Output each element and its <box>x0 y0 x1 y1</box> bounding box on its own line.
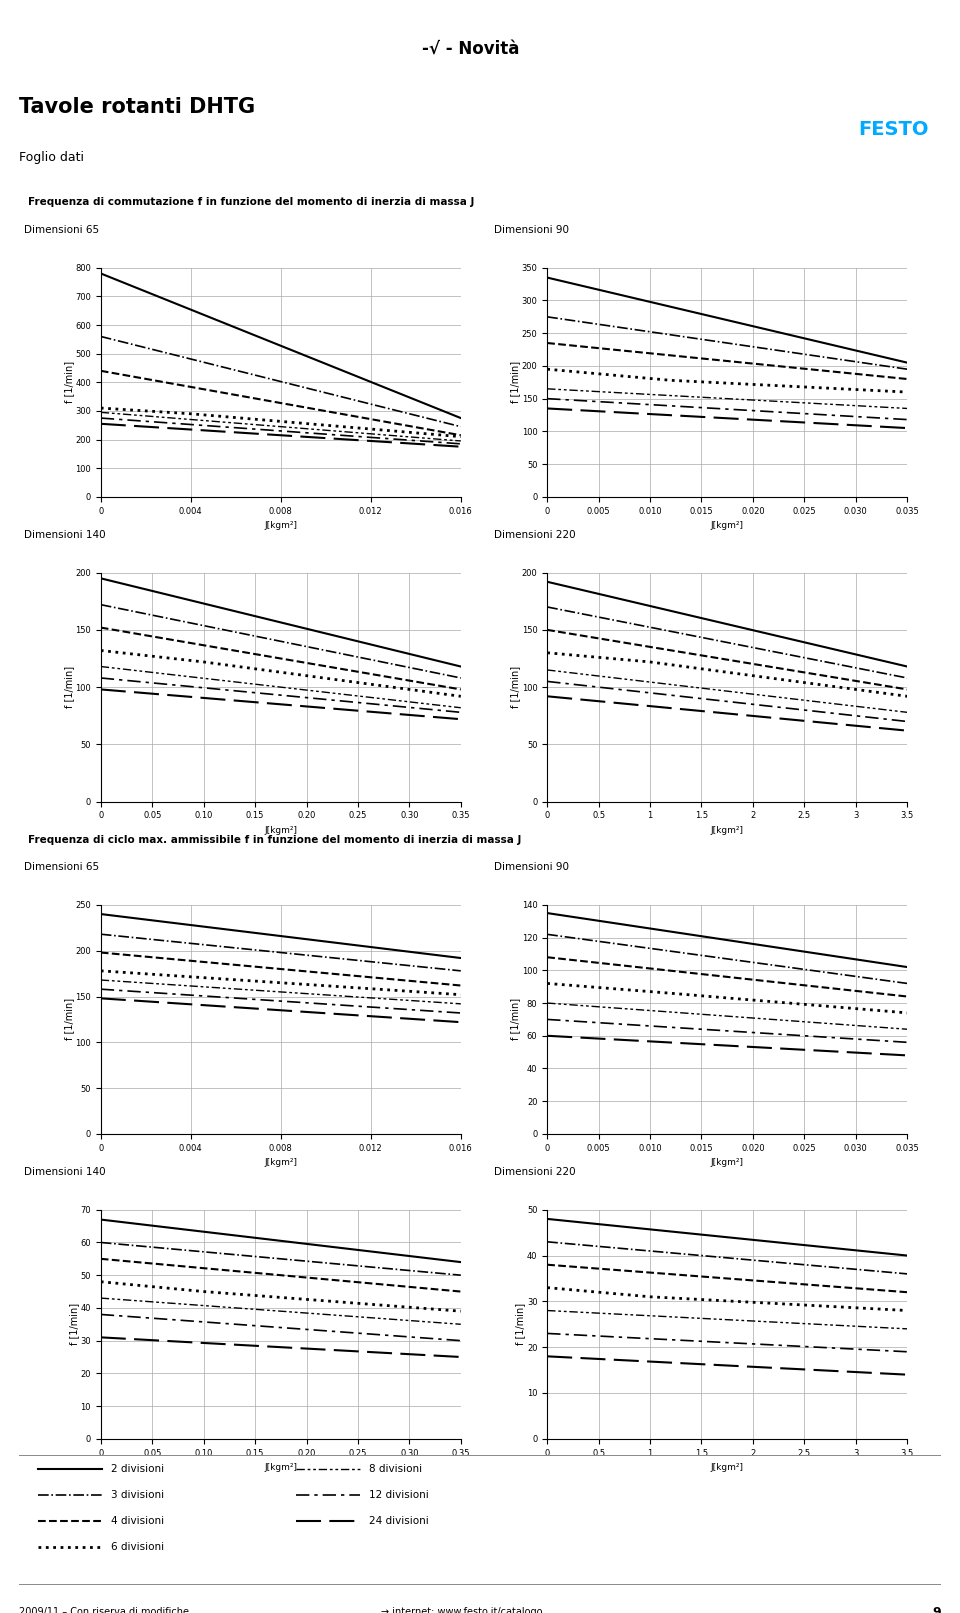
Text: 2009/11 – Con riserva di modifiche: 2009/11 – Con riserva di modifiche <box>19 1607 189 1613</box>
Y-axis label: f [1/min]: f [1/min] <box>64 998 74 1040</box>
Text: Dimensioni 220: Dimensioni 220 <box>494 1166 576 1177</box>
Y-axis label: f [1/min]: f [1/min] <box>516 1303 525 1345</box>
Text: Dimensioni 140: Dimensioni 140 <box>24 529 106 540</box>
X-axis label: J[kgm²]: J[kgm²] <box>710 521 744 531</box>
Text: Dimensioni 140: Dimensioni 140 <box>24 1166 106 1177</box>
Text: 24 divisioni: 24 divisioni <box>370 1516 429 1526</box>
Text: FESTO: FESTO <box>858 119 928 139</box>
Text: Frequenza di commutazione f in funzione del momento di inerzia di massa J: Frequenza di commutazione f in funzione … <box>29 197 475 208</box>
Text: -√ - Novità: -√ - Novità <box>422 39 519 58</box>
Text: 4 divisioni: 4 divisioni <box>111 1516 164 1526</box>
Y-axis label: f [1/min]: f [1/min] <box>69 1303 79 1345</box>
X-axis label: J[kgm²]: J[kgm²] <box>264 1158 298 1168</box>
Y-axis label: f [1/min]: f [1/min] <box>511 666 520 708</box>
Y-axis label: f [1/min]: f [1/min] <box>64 666 74 708</box>
Text: Dimensioni 90: Dimensioni 90 <box>494 861 569 873</box>
Text: Frequenza di ciclo max. ammissibile f in funzione del momento di inerzia di mass: Frequenza di ciclo max. ammissibile f in… <box>29 834 522 845</box>
Text: 8 divisioni: 8 divisioni <box>370 1465 422 1474</box>
Y-axis label: f [1/min]: f [1/min] <box>511 998 520 1040</box>
Y-axis label: f [1/min]: f [1/min] <box>63 361 74 403</box>
X-axis label: J[kgm²]: J[kgm²] <box>710 826 744 836</box>
Y-axis label: f [1/min]: f [1/min] <box>510 361 520 403</box>
X-axis label: J[kgm²]: J[kgm²] <box>710 1463 744 1473</box>
Text: 9: 9 <box>932 1605 941 1613</box>
Text: Foglio dati: Foglio dati <box>19 152 84 165</box>
X-axis label: J[kgm²]: J[kgm²] <box>710 1158 744 1168</box>
Text: 3 divisioni: 3 divisioni <box>111 1490 164 1500</box>
Text: Dimensioni 65: Dimensioni 65 <box>24 861 99 873</box>
X-axis label: J[kgm²]: J[kgm²] <box>264 1463 298 1473</box>
X-axis label: J[kgm²]: J[kgm²] <box>264 521 298 531</box>
Text: 2 divisioni: 2 divisioni <box>111 1465 164 1474</box>
Text: Dimensioni 90: Dimensioni 90 <box>494 224 569 235</box>
Text: → internet: www.festo.it/catalogo: → internet: www.festo.it/catalogo <box>381 1607 542 1613</box>
Text: Dimensioni 65: Dimensioni 65 <box>24 224 99 235</box>
Text: Tavole rotanti DHTG: Tavole rotanti DHTG <box>19 97 255 116</box>
Text: Dimensioni 220: Dimensioni 220 <box>494 529 576 540</box>
X-axis label: J[kgm²]: J[kgm²] <box>264 826 298 836</box>
Text: 12 divisioni: 12 divisioni <box>370 1490 429 1500</box>
Text: 6 divisioni: 6 divisioni <box>111 1542 164 1552</box>
